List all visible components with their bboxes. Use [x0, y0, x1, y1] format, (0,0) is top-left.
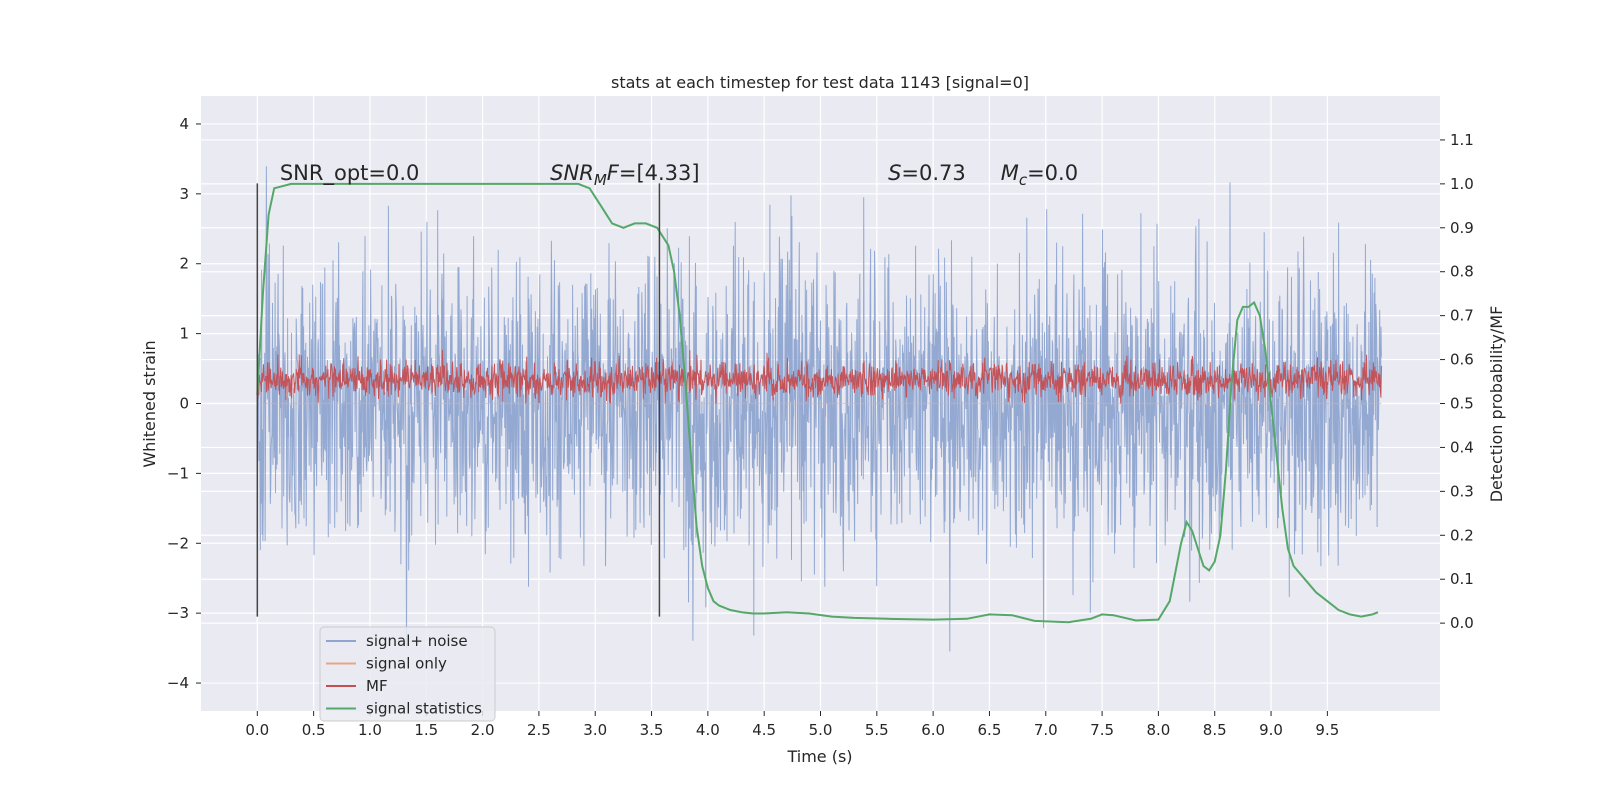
annotations: SNR_opt=0.0 SNRMF=[4.33] S=0.73 Mc=0.0 [280, 161, 1078, 189]
y-tick-label-left: 3 [179, 185, 189, 203]
x-tick-label: 2.0 [471, 721, 495, 739]
y-tick-label-left: −4 [167, 674, 189, 692]
mf-series [256, 349, 1382, 404]
y-tick-label-right: 0.3 [1450, 482, 1474, 500]
x-tick-label: 8.0 [1146, 721, 1170, 739]
y-tick-label-right: 0.4 [1450, 438, 1474, 456]
x-tick-label: 4.5 [752, 721, 776, 739]
y-tick-label-right: 0.7 [1450, 307, 1474, 325]
y-tick-label-left: 0 [179, 395, 189, 413]
x-tick-label: 9.5 [1315, 721, 1339, 739]
x-tick-label: 6.5 [978, 721, 1002, 739]
legend: signal+ noise signal only MF signal statist… [319, 626, 496, 722]
x-tick-label: 1.5 [414, 721, 438, 739]
y-tick-label-right: 0.9 [1450, 219, 1474, 237]
y-tick-label-right: 0.6 [1450, 351, 1474, 369]
x-tick-label: 6.0 [921, 721, 945, 739]
y-tick-label-left: 1 [179, 325, 189, 343]
y-tick-label-right: 1.1 [1450, 131, 1474, 149]
y-tick-label-left: −1 [167, 464, 189, 482]
x-tick-label: 0.5 [302, 721, 326, 739]
annotation-text: SNR_opt=0.0 [280, 161, 420, 186]
x-tick-label: 0.0 [245, 721, 269, 739]
legend-label: signal only [366, 655, 447, 673]
legend-label: signal+ noise [366, 632, 468, 650]
y-tick-label-left: 4 [179, 115, 189, 133]
x-tick-label: 7.0 [1034, 721, 1058, 739]
y-tick-label-right: 0.5 [1450, 395, 1474, 413]
x-tick-label: 9.0 [1259, 721, 1283, 739]
series-layer [256, 166, 1382, 652]
y-tick-label-right: 1.0 [1450, 175, 1474, 193]
vertical-markers [256, 183, 661, 617]
legend-label: MF [366, 677, 388, 695]
y-tick-label-right: 0.2 [1450, 526, 1474, 544]
y-tick-label-left: −3 [167, 604, 189, 622]
x-tick-label: 2.5 [527, 721, 551, 739]
x-tick-label: 1.0 [358, 721, 382, 739]
y-tick-label-right: 0.1 [1450, 570, 1474, 588]
chart-title: stats at each timestep for test data 114… [611, 73, 1029, 92]
tick-labels: 0.0 0.5 1.0 1.5 2.0 2.5 3.0 3.5 4.0 4.5 5.0 5.5 6.0 6… [167, 115, 1474, 739]
signal-statistics-series [256, 182, 1379, 624]
x-tick-label: 4.0 [696, 721, 720, 739]
annotation-text: SNRMF=[4.33] [550, 161, 699, 189]
x-tick-label: 5.5 [865, 721, 889, 739]
legend-box [319, 626, 496, 722]
legend-label: signal statistics [366, 700, 482, 718]
x-tick-label: 5.0 [809, 721, 833, 739]
annotation-text: Mc=0.0 [1001, 161, 1078, 189]
y-tick-label-right: 0.0 [1450, 614, 1474, 632]
y-tick-label-left: −2 [167, 534, 189, 552]
x-tick-label: 3.0 [583, 721, 607, 739]
y-tick-label-left: 2 [179, 255, 189, 273]
x-tick-label: 7.5 [1090, 721, 1114, 739]
x-tick-label: 8.5 [1203, 721, 1227, 739]
x-tick-label: 3.5 [640, 721, 664, 739]
y-tick-label-right: 0.8 [1450, 263, 1474, 281]
y-axis-label-left: Whitened strain [140, 340, 159, 467]
y-axis-label-right: Detection probability/MF [1487, 306, 1506, 503]
x-axis-label: Time (s) [786, 747, 852, 766]
annotation-text: S=0.73 [888, 161, 966, 185]
